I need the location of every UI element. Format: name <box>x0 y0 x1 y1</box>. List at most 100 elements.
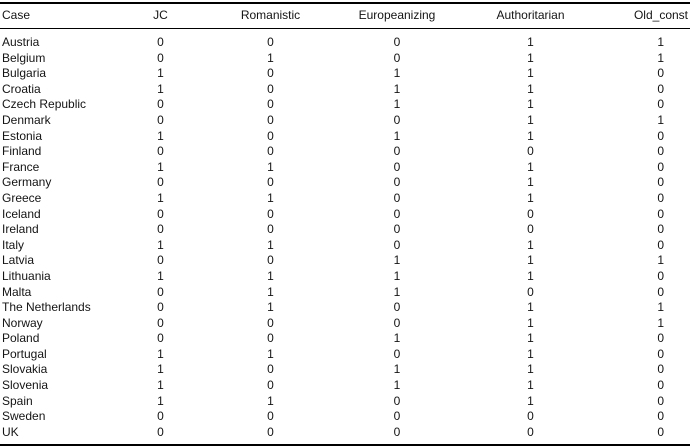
case-cell: Slovakia <box>2 362 48 377</box>
value-cell: 1 <box>657 253 664 268</box>
value-cell: 1 <box>157 190 164 205</box>
value-cell: 1 <box>267 346 274 361</box>
value-cell: 0 <box>527 144 534 159</box>
value-cell: 0 <box>527 409 534 424</box>
table-row: Austria 0 0 0 1 1 <box>0 29 690 51</box>
value-cell: 0 <box>157 50 164 65</box>
value-cell: 1 <box>527 112 534 127</box>
value-cell: 0 <box>267 315 274 330</box>
value-cell: 1 <box>267 393 274 408</box>
value-cell: 0 <box>267 331 274 346</box>
value-cell: 1 <box>393 284 401 299</box>
column-header-old-const: Old_const <box>597 3 690 29</box>
case-cell: Spain <box>2 393 33 408</box>
table-row: Ireland 0 0 0 0 0 <box>0 222 690 238</box>
table-row: Norway 0 0 0 1 1 <box>0 316 690 332</box>
value-cell: 1 <box>527 331 534 346</box>
value-cell: 1 <box>393 331 401 346</box>
table-body: Austria 0 0 0 1 1 Belgium 0 1 0 1 1 Bulgaria 1 0 1 1 0 Cro… <box>0 29 690 446</box>
case-cell: Finland <box>2 144 42 159</box>
table-row: Malta 0 1 1 0 0 <box>0 285 690 301</box>
table-header: Case JC Romanistic Europeanizing Authori… <box>0 3 690 29</box>
value-cell: 1 <box>157 362 164 377</box>
value-cell: 0 <box>393 409 401 424</box>
value-cell: 0 <box>393 175 401 190</box>
value-cell: 0 <box>393 424 401 439</box>
value-cell: 1 <box>157 66 164 81</box>
case-cell: Belgium <box>2 50 46 65</box>
case-cell: Ireland <box>2 222 39 237</box>
value-cell: 0 <box>657 424 664 439</box>
table-row: Czech Republic 0 0 1 1 0 <box>0 97 690 113</box>
value-cell: 1 <box>527 35 534 49</box>
value-cell: 1 <box>527 190 534 205</box>
table-row: Belgium 0 1 0 1 1 <box>0 51 690 67</box>
case-cell: UK <box>2 424 19 439</box>
case-cell: The Netherlands <box>2 300 91 315</box>
value-cell: 0 <box>527 222 534 237</box>
value-cell: 0 <box>657 331 664 346</box>
value-cell: 0 <box>157 253 164 268</box>
value-cell: 1 <box>657 112 664 127</box>
value-cell: 1 <box>157 237 164 252</box>
value-cell: 0 <box>157 424 164 439</box>
value-cell: 1 <box>393 268 401 283</box>
table-row: Slovakia 1 0 1 1 0 <box>0 362 690 378</box>
value-cell: 0 <box>157 175 164 190</box>
value-cell: 0 <box>157 97 164 112</box>
value-cell: 0 <box>157 331 164 346</box>
value-cell: 0 <box>267 66 274 81</box>
value-cell: 1 <box>267 159 274 174</box>
value-cell: 1 <box>393 362 401 377</box>
value-cell: 1 <box>657 300 664 315</box>
value-cell: 0 <box>657 206 664 221</box>
value-cell: 1 <box>393 81 401 96</box>
value-cell: 1 <box>393 128 401 143</box>
value-cell: 0 <box>267 112 274 127</box>
table-row: Portugal 1 1 0 1 0 <box>0 347 690 363</box>
value-cell: 0 <box>657 190 664 205</box>
value-cell: 1 <box>393 378 401 393</box>
case-cell: Malta <box>2 284 32 299</box>
table-row: Spain 1 1 0 1 0 <box>0 394 690 410</box>
value-cell: 0 <box>657 97 664 112</box>
value-cell: 0 <box>393 50 401 65</box>
value-cell: 1 <box>527 81 534 96</box>
table-row: Finland 0 0 0 0 0 <box>0 144 690 160</box>
column-header-romanistic: Romanistic <box>211 3 330 29</box>
value-cell: 0 <box>157 35 164 49</box>
value-cell: 1 <box>527 50 534 65</box>
case-cell: Estonia <box>2 128 43 143</box>
value-cell: 0 <box>657 409 664 424</box>
value-cell: 0 <box>267 175 274 190</box>
value-cell: 0 <box>157 284 164 299</box>
value-cell: 0 <box>157 112 164 127</box>
case-cell: Croatia <box>2 81 41 96</box>
case-cell: Slovenia <box>2 378 49 393</box>
table-row: Denmark 0 0 0 1 1 <box>0 113 690 129</box>
value-cell: 0 <box>527 206 534 221</box>
value-cell: 1 <box>527 97 534 112</box>
column-header-europeanizing: Europeanizing <box>330 3 464 29</box>
table-row: Slovenia 1 0 1 1 0 <box>0 378 690 394</box>
case-cell: Latvia <box>2 253 35 268</box>
column-header-jc: JC <box>110 3 211 29</box>
case-cell: Denmark <box>2 112 51 127</box>
value-cell: 0 <box>267 378 274 393</box>
value-cell: 1 <box>267 268 274 283</box>
case-cell: Austria <box>2 35 40 49</box>
value-cell: 0 <box>157 300 164 315</box>
value-cell: 0 <box>657 175 664 190</box>
value-cell: 0 <box>657 144 664 159</box>
value-cell: 0 <box>267 253 274 268</box>
value-cell: 0 <box>657 128 664 143</box>
table-row: Croatia 1 0 1 1 0 <box>0 82 690 98</box>
value-cell: 1 <box>527 253 534 268</box>
value-cell: 0 <box>657 66 664 81</box>
table-row: Latvia 0 0 1 1 1 <box>0 253 690 269</box>
value-cell: 0 <box>657 159 664 174</box>
value-cell: 1 <box>527 175 534 190</box>
value-cell: 0 <box>267 424 274 439</box>
value-cell: 0 <box>657 346 664 361</box>
